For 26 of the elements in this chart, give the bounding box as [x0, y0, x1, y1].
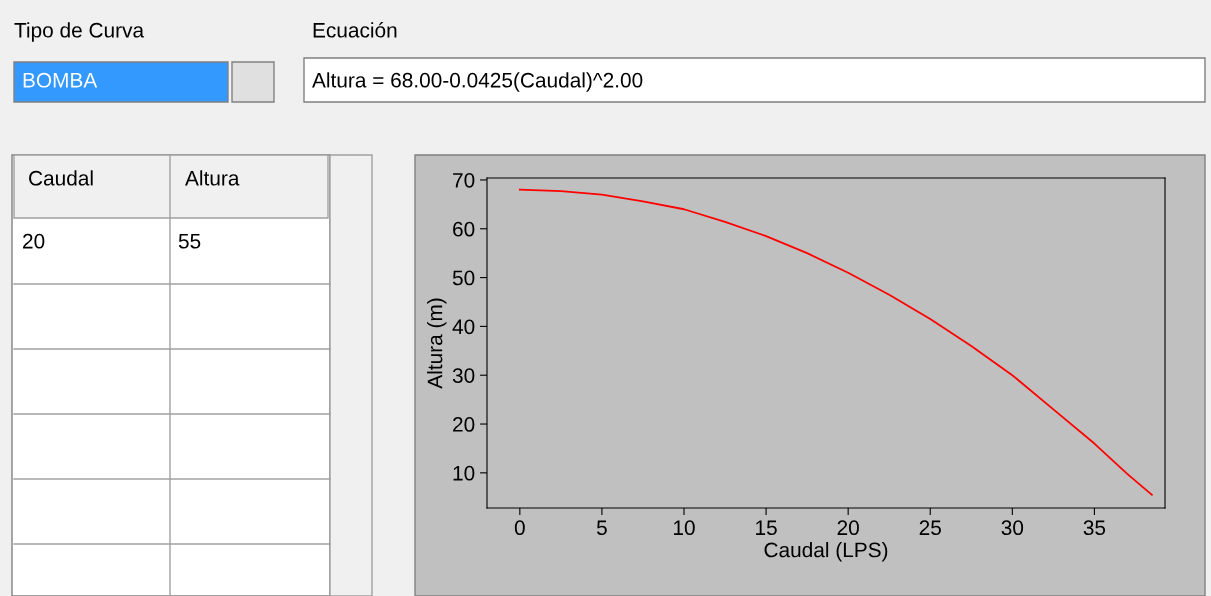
y-tick-label: 30 [452, 368, 475, 383]
x-axis-title: Caudal (LPS) [764, 542, 888, 562]
x-tick-label: 20 [837, 520, 859, 536]
x-tick-label: 5 [596, 520, 607, 536]
text: Caudal [29, 170, 93, 186]
y-tick-label: 20 [453, 417, 475, 432]
x-tick-label: 10 [674, 520, 695, 536]
x-tick-label: 15 [756, 520, 777, 536]
y-tick-label: 40 [452, 319, 475, 335]
text: Altura = 68.00-0.0425(Caudal)^2.00 [312, 72, 643, 92]
y-tick-label: 60 [453, 221, 475, 237]
text: Ecuación [313, 22, 397, 38]
text: 20 [23, 233, 45, 249]
y-tick-label: 10 [453, 465, 475, 481]
x-tick-label: 0 [514, 520, 525, 536]
x-tick-label: 25 [919, 520, 941, 536]
x-tick-label: 35 [1083, 520, 1106, 536]
y-axis-title: Altura (m) [427, 298, 447, 389]
text: Tipo de Curva [14, 22, 145, 42]
line-series [518, 188, 1153, 496]
text: 55 [178, 234, 201, 249]
y-tick-label: 70 [453, 172, 475, 188]
y-tick-label: 50 [452, 270, 475, 286]
text: Altura [185, 170, 240, 186]
x-tick-label: 30 [1001, 520, 1024, 536]
text: BOMBA [23, 72, 98, 88]
